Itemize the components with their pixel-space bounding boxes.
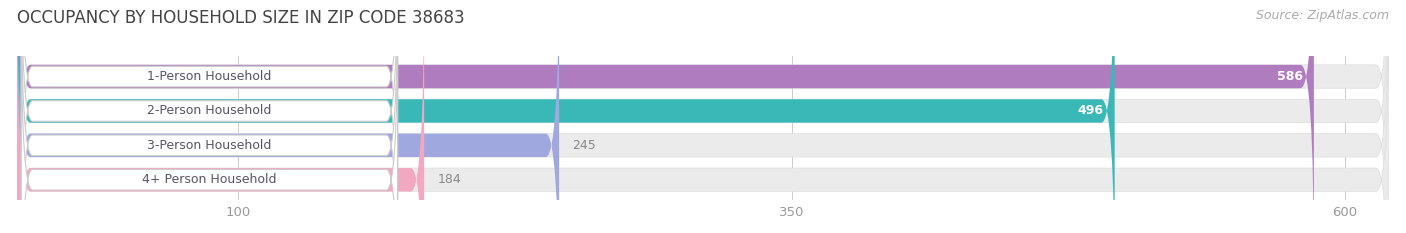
Text: 4+ Person Household: 4+ Person Household (142, 173, 277, 186)
FancyBboxPatch shape (17, 0, 1389, 233)
FancyBboxPatch shape (17, 0, 560, 233)
Text: 1-Person Household: 1-Person Household (148, 70, 271, 83)
FancyBboxPatch shape (17, 0, 1313, 233)
Text: 496: 496 (1077, 104, 1104, 117)
FancyBboxPatch shape (21, 0, 398, 233)
FancyBboxPatch shape (21, 18, 398, 233)
FancyBboxPatch shape (17, 0, 1389, 233)
Text: 2-Person Household: 2-Person Household (148, 104, 271, 117)
Text: OCCUPANCY BY HOUSEHOLD SIZE IN ZIP CODE 38683: OCCUPANCY BY HOUSEHOLD SIZE IN ZIP CODE … (17, 9, 464, 27)
Text: 184: 184 (437, 173, 461, 186)
FancyBboxPatch shape (21, 0, 398, 233)
FancyBboxPatch shape (21, 0, 398, 233)
Text: 245: 245 (572, 139, 596, 152)
Text: Source: ZipAtlas.com: Source: ZipAtlas.com (1256, 9, 1389, 22)
FancyBboxPatch shape (17, 0, 1389, 233)
Text: 586: 586 (1277, 70, 1303, 83)
FancyBboxPatch shape (17, 0, 1115, 233)
FancyBboxPatch shape (17, 0, 1389, 233)
FancyBboxPatch shape (17, 0, 425, 233)
Text: 3-Person Household: 3-Person Household (148, 139, 271, 152)
